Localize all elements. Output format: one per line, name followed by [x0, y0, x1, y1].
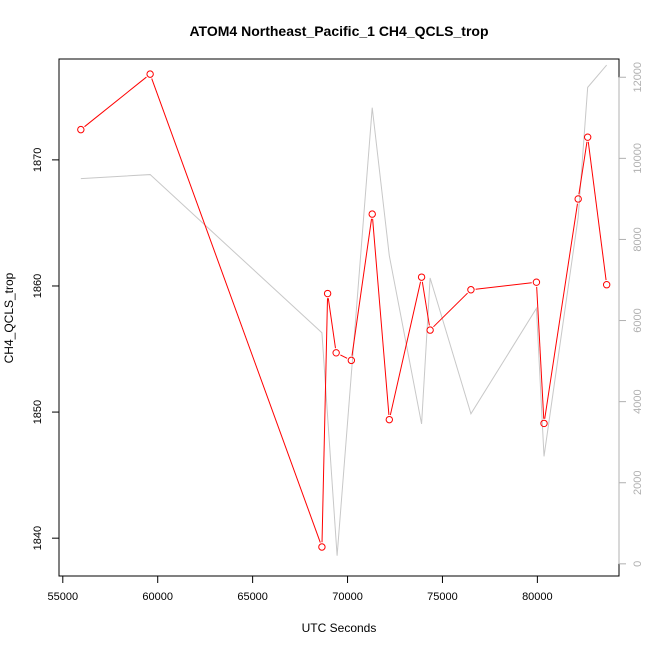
y2-tick-label: 4000: [632, 389, 644, 413]
series-segment: [327, 298, 336, 349]
data-point: [532, 278, 541, 286]
y-tick-label: 1840: [32, 526, 44, 550]
data-point: [77, 125, 85, 134]
series-segment: [151, 78, 321, 543]
series-segment: [475, 282, 532, 290]
series-segment: [372, 218, 390, 415]
data-point: [332, 349, 340, 357]
y2-tick-label: 12000: [632, 62, 644, 93]
series-segment: [351, 218, 373, 356]
data-point: [426, 326, 434, 334]
y2-tick-label: 6000: [632, 308, 644, 332]
x-tick-label: 65000: [237, 591, 268, 603]
series-segment: [321, 298, 329, 543]
data-point: [467, 286, 475, 294]
x-tick-label: 70000: [332, 591, 363, 603]
series-segment: [587, 141, 607, 281]
series-line: [80, 64, 608, 556]
data-point: [574, 195, 582, 203]
x-tick-label: 55000: [47, 591, 78, 603]
series-red-line: [77, 70, 611, 551]
x-tick-label: 75000: [427, 591, 458, 603]
data-point: [368, 210, 376, 218]
data-point: [417, 273, 426, 281]
y-tick-label: 1860: [32, 274, 44, 298]
y-axis-right: 0 2000 4000 6000 8000 10000 12000: [618, 62, 644, 567]
data-point: [347, 356, 356, 365]
series-segment: [578, 141, 588, 195]
data-point: [540, 419, 548, 428]
x-axis-label: UTC Seconds: [302, 621, 377, 635]
y-tick-label: 1870: [32, 148, 44, 172]
y-axis-left: 1840 1850 1860 1870: [32, 148, 60, 550]
series-segment: [433, 292, 468, 328]
x-axis: 55000 60000 65000 70000 75000 80000: [47, 575, 553, 603]
chart-title: ATOM4 Northeast_Pacific_1 CH4_QCLS_trop: [189, 23, 488, 39]
y2-tick-label: 10000: [632, 143, 644, 174]
data-point: [318, 543, 326, 551]
data-point: [385, 415, 394, 424]
series-segment: [536, 286, 545, 419]
series-segment: [421, 281, 430, 326]
x-tick-label: 80000: [522, 591, 553, 603]
series-segment: [340, 354, 348, 359]
series-segment: [389, 281, 422, 416]
data-point: [146, 70, 154, 78]
x-tick-label: 60000: [142, 591, 173, 603]
y-tick-label: 1850: [32, 400, 44, 424]
series-gray-line: [80, 64, 608, 556]
data-point: [602, 281, 611, 289]
data-point: [583, 133, 592, 141]
y2-tick-label: 2000: [632, 470, 644, 494]
series-segment: [544, 203, 578, 419]
y2-tick-label: 0: [632, 561, 644, 567]
y-axis-label: CH4_QCLS_trop: [2, 272, 16, 363]
y2-tick-label: 8000: [632, 227, 644, 251]
series-segment: [84, 76, 147, 128]
data-point: [323, 289, 332, 298]
